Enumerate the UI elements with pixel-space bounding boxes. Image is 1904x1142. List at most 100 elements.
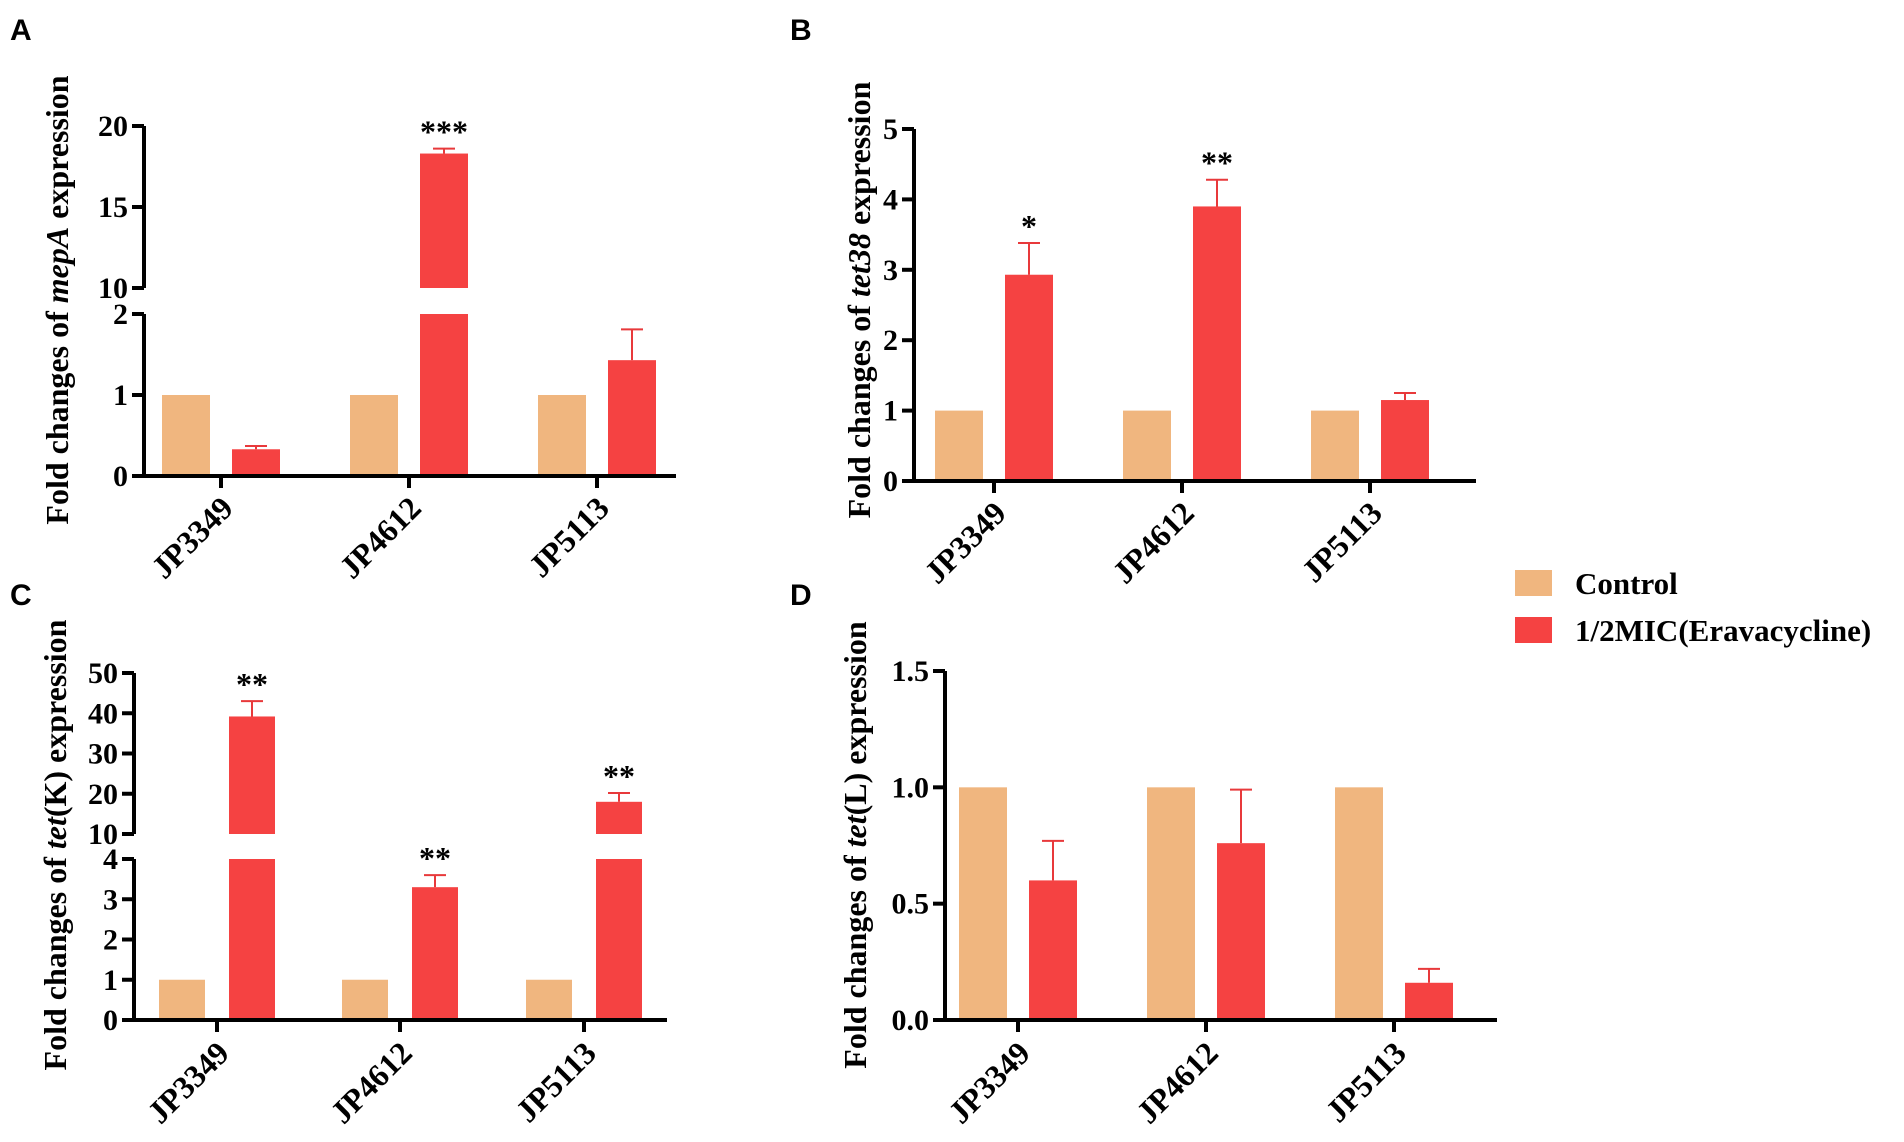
- bar-control-jp3349: [935, 410, 983, 481]
- y-tick-label: 0.5: [892, 888, 930, 921]
- bar-treated-jp3349: [1005, 274, 1053, 481]
- y-tick-label: 1: [113, 379, 128, 412]
- error-bar-jp4612: [433, 147, 455, 154]
- error-bar-jp3349: [241, 700, 263, 717]
- y-tick-label: 40: [88, 697, 118, 730]
- y-tick-label: 1: [883, 395, 898, 428]
- y-tick-label: 30: [88, 738, 118, 771]
- panel-c: C ** JP3349 ** JP4612 ** JP5113 0 1 2 3 410 20 30 40 50…: [10, 579, 667, 1130]
- bar-control-jp5113: [1311, 410, 1359, 481]
- y-tick-label: 0: [103, 1004, 118, 1037]
- y-tick-label: 2: [113, 298, 128, 331]
- x-tick-label: JP3349: [144, 489, 240, 585]
- y-axis-title: Fold changes of mepA expression: [39, 75, 75, 524]
- error-bar-jp4612: [1230, 788, 1252, 844]
- y-axis-title-gene: tet: [37, 816, 73, 849]
- y-tick-label: 20: [88, 778, 118, 811]
- bar-control-jp5113: [538, 395, 586, 476]
- bar-treated-jp3349-upper: [229, 716, 275, 834]
- error-bar-jp5113: [1418, 967, 1440, 983]
- y-axis-title-suffix: expression: [841, 81, 877, 233]
- bar-treated-jp4612: [1193, 206, 1241, 481]
- significance-jp4612: **: [419, 840, 451, 876]
- panel-letter: B: [790, 14, 812, 47]
- x-tick-label: JP3349: [140, 1034, 236, 1130]
- bar-treated-jp5113-upper: [596, 801, 642, 834]
- significance-jp3349: *: [1021, 208, 1037, 244]
- bar-treated-jp3349: [1029, 880, 1077, 1020]
- bar-control-jp3349: [159, 979, 205, 1020]
- y-axis-title-gene: mepA: [39, 227, 75, 303]
- y-tick-label: 15: [98, 191, 128, 224]
- x-tick-label: JP4612: [332, 489, 428, 585]
- y-axis-title: Fold changes of tet(K) expression: [37, 619, 73, 1070]
- bar-control-jp4612: [350, 395, 398, 476]
- legend: Control 1/2MIC(Eravacycline): [1515, 566, 1871, 648]
- y-tick-label: 50: [88, 657, 118, 690]
- bar-control-jp3349: [162, 395, 210, 476]
- x-tick-label: JP5113: [521, 489, 616, 584]
- bar-treated-jp5113: [1381, 400, 1429, 481]
- x-tick-label: JP4612: [323, 1034, 419, 1130]
- significance-jp4612: ***: [420, 114, 468, 150]
- y-tick-label: 0: [883, 465, 898, 498]
- x-tick-label: JP4612: [1105, 494, 1201, 590]
- y-axis-title-prefix: Fold changes of: [37, 849, 73, 1070]
- panel-letter: C: [10, 579, 32, 612]
- x-tick-label: JP5113: [1318, 1034, 1413, 1129]
- significance-jp3349: **: [236, 666, 268, 702]
- legend-swatch: [1515, 617, 1552, 643]
- bar-treated-jp3349: [232, 449, 280, 476]
- y-tick-label: 4: [883, 183, 898, 216]
- significance-jp4612: **: [1201, 145, 1233, 181]
- bar-control-jp5113: [1335, 787, 1383, 1020]
- bar-control-jp4612: [1123, 410, 1171, 481]
- bar-treated-jp4612-upper: [420, 153, 468, 288]
- y-tick-label: 10: [88, 818, 118, 851]
- panel-letter: A: [10, 14, 32, 47]
- panel-a: A JP3349 *** JP4612 JP5113 0 1 210 15 20 Fold chan…: [10, 14, 676, 585]
- legend-label: Control: [1575, 566, 1678, 601]
- y-tick-label: 2: [883, 324, 898, 357]
- bar-control-jp4612: [342, 979, 388, 1020]
- bar-control-jp3349: [959, 787, 1007, 1020]
- y-tick-label: 1.5: [892, 655, 930, 688]
- bar-control-jp5113: [526, 979, 572, 1020]
- y-axis-title: Fold changes of tet(L) expression: [837, 621, 873, 1069]
- error-bar-jp5113: [621, 328, 643, 361]
- error-bar-jp3349: [1018, 242, 1040, 275]
- y-axis-title-suffix: (K) expression: [37, 619, 73, 817]
- panel-d: D JP3349 JP4612 JP5113 0.0 0.5 1.0 1.5 Fold chan…: [790, 579, 1497, 1130]
- bar-treated-jp5113: [1405, 982, 1453, 1020]
- bar-control-jp4612: [1147, 787, 1195, 1020]
- legend-label: 1/2MIC(Eravacycline): [1575, 613, 1871, 648]
- y-tick-label: 0.0: [892, 1004, 930, 1037]
- bar-treated-jp5113-lower: [596, 859, 642, 1020]
- y-tick-label: 3: [883, 254, 898, 287]
- x-tick-label: JP3349: [941, 1034, 1037, 1130]
- y-tick-label: 4: [103, 843, 118, 876]
- y-tick-label: 3: [103, 883, 118, 916]
- bar-treated-jp4612-lower: [420, 314, 468, 476]
- y-tick-label: 1.0: [892, 771, 930, 804]
- x-tick-label: JP5113: [508, 1034, 603, 1129]
- y-axis-title-gene: tet38: [841, 233, 877, 297]
- error-bar-jp5113: [1394, 392, 1416, 401]
- significance-jp5113: **: [603, 758, 635, 794]
- error-bar-jp3349: [1042, 839, 1064, 881]
- y-tick-label: 0: [113, 460, 128, 493]
- bar-treated-jp5113: [596, 801, 642, 1020]
- x-tick-label: JP3349: [917, 494, 1013, 590]
- x-tick-label: JP5113: [1294, 494, 1389, 589]
- y-axis-title-prefix: Fold changes of: [39, 303, 75, 524]
- error-bar-jp3349: [245, 445, 267, 450]
- panel-letter: D: [790, 579, 812, 612]
- y-axis-title: Fold changes of tet38 expression: [841, 81, 877, 518]
- y-tick-label: 10: [98, 272, 128, 305]
- y-tick-label: 5: [883, 113, 898, 146]
- bar-treated-jp3349-lower: [229, 859, 275, 1020]
- y-tick-label: 1: [103, 964, 118, 997]
- error-bar-jp4612: [1206, 178, 1228, 207]
